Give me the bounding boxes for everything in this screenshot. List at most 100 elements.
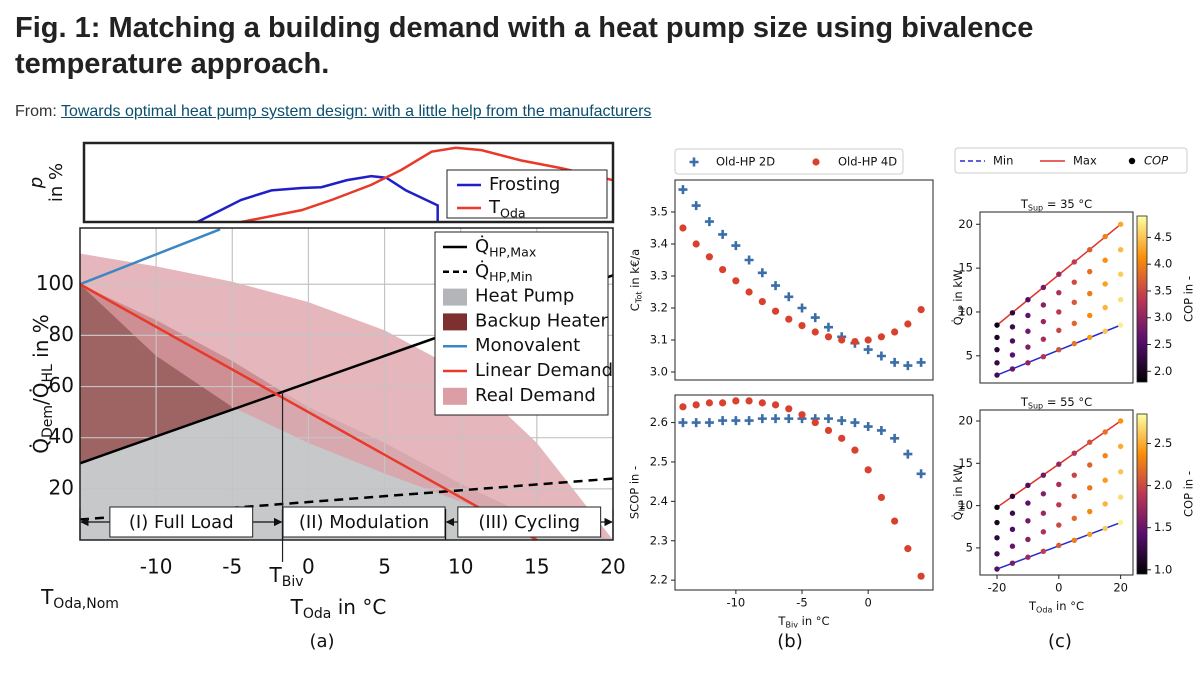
series-line	[80, 283, 538, 540]
text-part: Q̇	[950, 511, 964, 520]
subscript: HP,Max	[489, 244, 537, 259]
cop-point	[1087, 531, 1093, 538]
data-front	[994, 418, 1124, 572]
y-tick-label: 20	[49, 475, 74, 499]
legend-label: Old-HP 2D	[716, 155, 775, 169]
x-tick-label: 10	[448, 555, 473, 579]
region-box	[282, 506, 446, 538]
legend-marker	[1128, 157, 1136, 165]
colorbar-tick-label: 2.0	[1154, 478, 1172, 492]
legend-label: Real Demand	[475, 385, 596, 406]
text-part: in °C	[1052, 599, 1084, 613]
region-box	[109, 506, 254, 538]
point	[784, 292, 794, 302]
cop-point	[1087, 290, 1093, 297]
x-tick-label: -20	[988, 581, 1007, 595]
cop-point	[1117, 494, 1124, 500]
point	[890, 357, 900, 367]
x-tick-label: 0	[302, 555, 315, 579]
legend-swatch	[443, 313, 467, 331]
cop-point	[1009, 366, 1016, 372]
point	[851, 338, 859, 346]
y-tick-label: 40	[49, 424, 74, 448]
y-axis-label: p	[26, 177, 47, 189]
subplot-title: TSup = 35 °C	[1020, 197, 1092, 212]
point	[917, 306, 925, 314]
point	[851, 446, 859, 454]
x-tick-label: 20	[1113, 581, 1128, 595]
text-part: T	[1028, 599, 1037, 613]
y-axis-label: CTot in k€/a	[628, 249, 643, 311]
cop-point	[1056, 327, 1062, 334]
caption: (a)	[309, 631, 334, 652]
point	[824, 426, 833, 435]
point	[679, 224, 687, 232]
header: Fig. 1: Matching a building demand with …	[15, 10, 1075, 82]
cop-point	[1102, 328, 1108, 334]
point	[784, 414, 794, 424]
cop-point	[1117, 519, 1124, 526]
point	[810, 313, 820, 323]
point	[691, 201, 701, 211]
text-part: in °C	[331, 595, 386, 619]
cop-point	[1056, 502, 1062, 508]
cop-point	[1040, 529, 1047, 535]
y-tick-label: 2.2	[650, 573, 668, 587]
cop-point	[1009, 560, 1016, 566]
source-link[interactable]: Towards optimal heat pump system design:…	[60, 103, 652, 120]
cop-point	[994, 504, 1000, 511]
y-tick-label: 2.6	[650, 415, 668, 429]
point	[917, 572, 925, 580]
y-tick-label: 3.1	[650, 333, 668, 347]
x-tick-label: -5	[222, 555, 242, 579]
y-tick-label: 10	[958, 498, 973, 512]
point	[798, 322, 806, 330]
cop-point	[1071, 320, 1077, 327]
colorbar-tick-label: 2.5	[1154, 436, 1172, 450]
cop-point	[1025, 536, 1031, 543]
y-axis-label: SCOP in -	[628, 466, 642, 519]
subscript: Oda	[1036, 605, 1052, 614]
subscript: HL	[40, 364, 56, 383]
cop-point	[1009, 324, 1016, 330]
region-label: (III) Cycling	[478, 512, 580, 533]
source-line: From: Towards optimal heat pump system d…	[15, 103, 651, 121]
cop-point	[1056, 461, 1062, 467]
text-part: = 55 °C	[1043, 395, 1092, 409]
point	[731, 241, 741, 251]
point	[823, 322, 833, 332]
point	[692, 401, 700, 409]
y-tick-label: 15	[958, 456, 973, 470]
legend-swatch	[443, 387, 467, 405]
point	[891, 328, 899, 336]
subscript: Dem	[40, 405, 56, 438]
series-line	[80, 228, 221, 286]
cop-point	[1087, 439, 1093, 445]
cop-point	[1102, 233, 1108, 240]
x-tick-label: 0	[1055, 581, 1062, 595]
plot-background	[675, 180, 933, 380]
cop-point	[1117, 469, 1124, 475]
point	[758, 399, 766, 407]
cop-point	[994, 346, 1000, 353]
legend-label: TOda	[488, 197, 526, 220]
cop-point	[1117, 247, 1124, 253]
cop-point	[1009, 493, 1016, 500]
subscript: HP	[957, 305, 966, 316]
text-part: Q̇	[29, 438, 53, 454]
x-axis-label: TOda in °C	[290, 595, 387, 623]
cop-point	[1102, 452, 1108, 459]
point	[691, 418, 701, 428]
legend-label: COP	[1144, 154, 1168, 168]
cop-point	[1025, 500, 1031, 506]
point	[719, 266, 727, 274]
cop-point	[1040, 302, 1047, 308]
subscript: Oda	[303, 606, 332, 622]
point	[877, 333, 886, 341]
point	[864, 336, 872, 344]
y-tick-label: 3.0	[650, 365, 668, 379]
text-part: in k€/a	[628, 249, 642, 292]
point	[732, 277, 740, 285]
y-axis-label: Q̇HP in kW	[950, 270, 966, 326]
